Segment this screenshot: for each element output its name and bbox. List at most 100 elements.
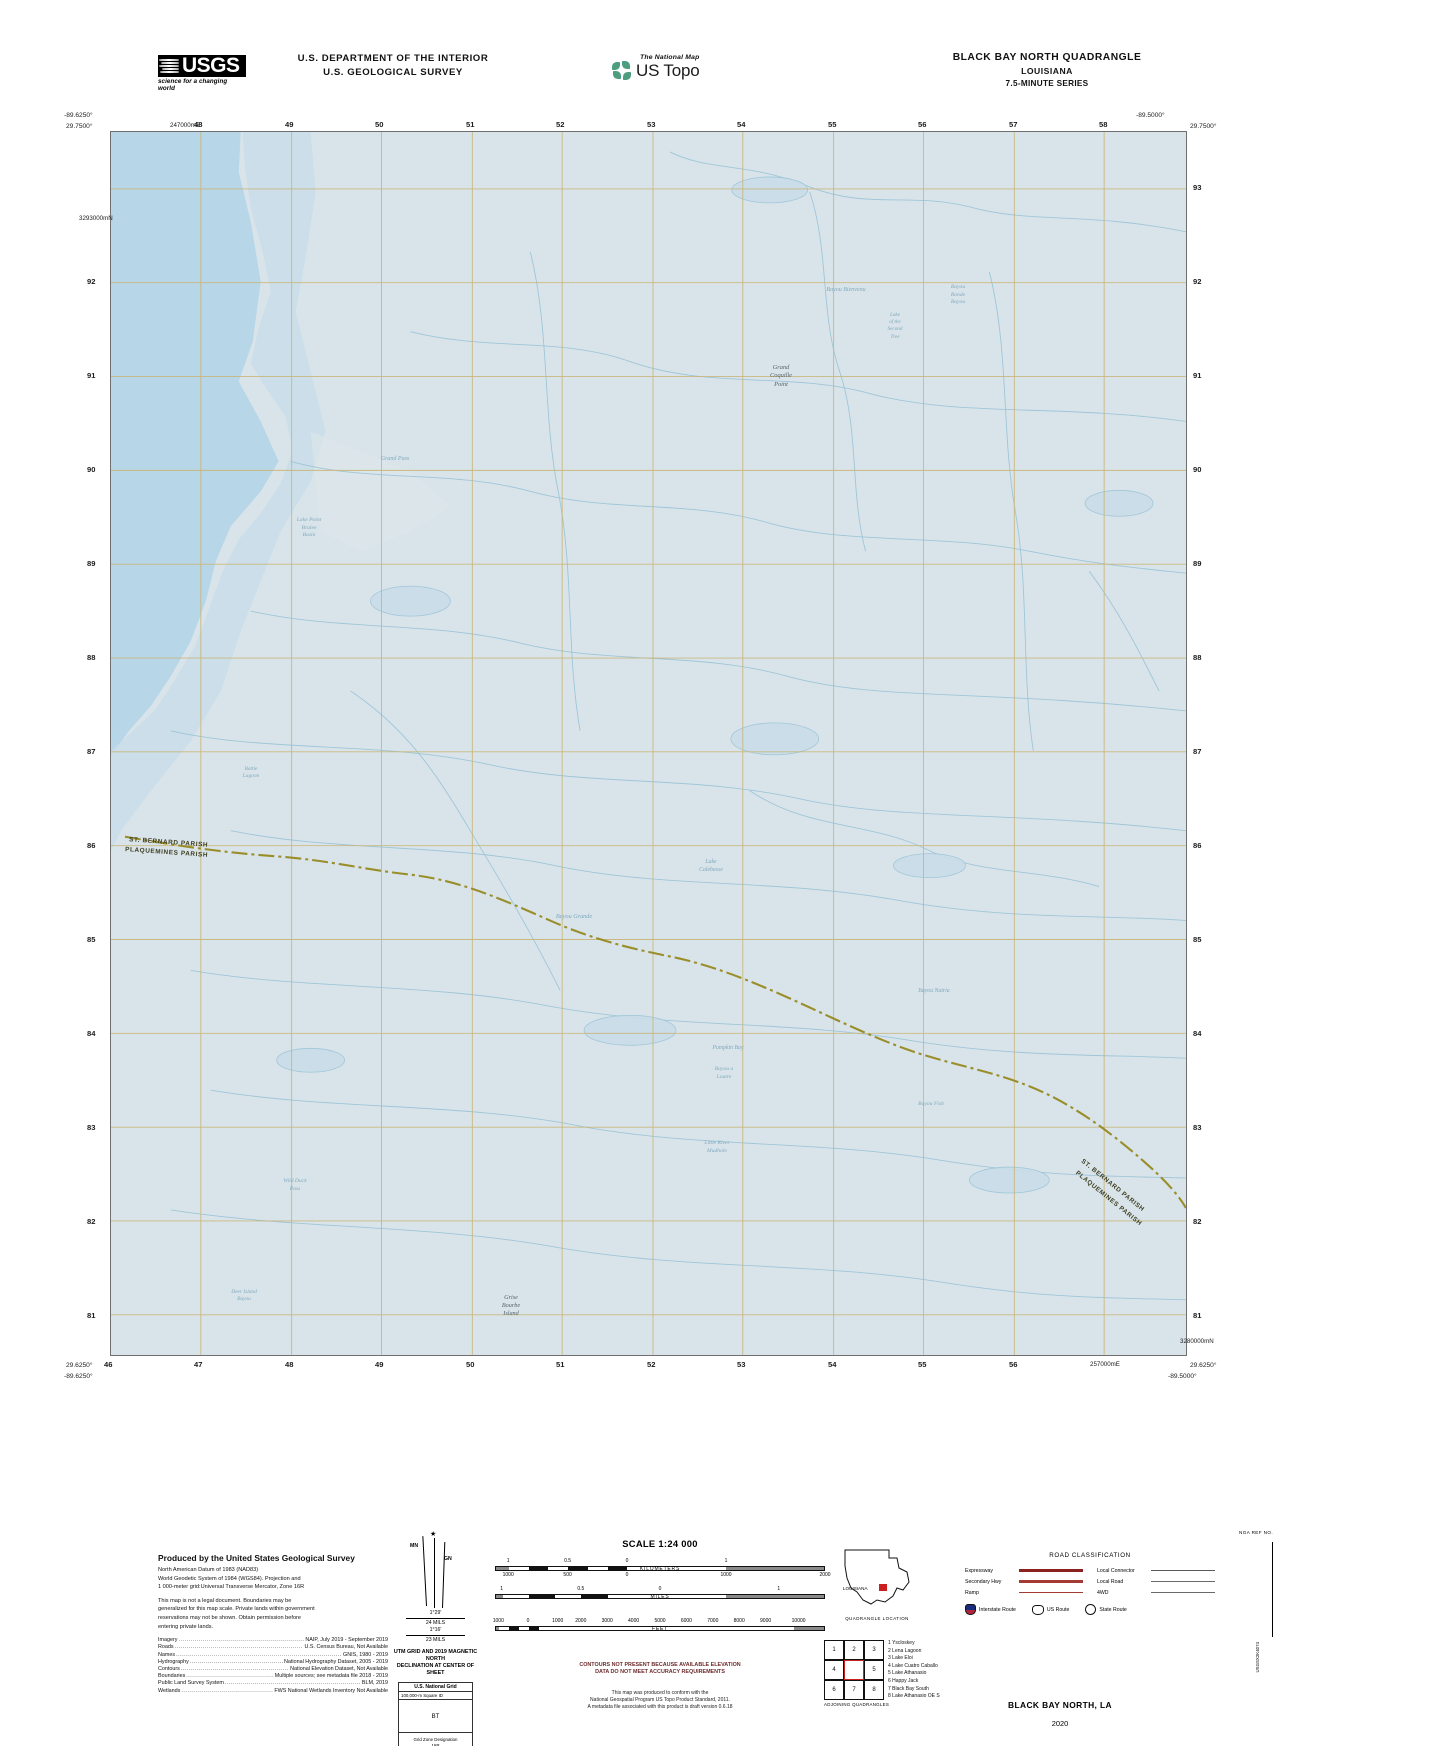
credits-source-dots: ........................................… <box>189 1658 283 1665</box>
scalebar-ft-bar <box>495 1626 825 1631</box>
adjoining-quadrangle-name: 3 Lake Eloi <box>888 1655 913 1662</box>
true-north-star-icon: ★ <box>430 1531 437 1538</box>
quadrangle-state: LOUISIANA <box>1021 66 1073 76</box>
credits-source-value: NAIP, July 2019 - September 2019 <box>305 1637 388 1644</box>
credits-source-dots: ........................................… <box>178 1637 305 1644</box>
grid-tick-left-91: 91 <box>87 371 96 380</box>
locator-caption: QUADRANGLE LOCATION <box>845 1616 909 1621</box>
credits-source-dots: ........................................… <box>174 1644 304 1651</box>
scalebar-mi-top-label: 0.5 <box>577 1586 585 1592</box>
footer-year: 2020 <box>1051 1719 1069 1728</box>
scalebar-km-top-label: 0.5 <box>564 1558 572 1564</box>
credits-source-key: Roads <box>158 1644 174 1651</box>
grid-tick-top-51: 51 <box>466 120 475 129</box>
adjoining-quadrangle-name: 6 Happy Jack <box>888 1677 919 1684</box>
road-class-right-row: Local Road <box>1097 1576 1215 1587</box>
corner-se-lon: -89.5000° <box>1168 1373 1197 1380</box>
grid-tick-right-84: 84 <box>1193 1029 1202 1038</box>
us-route-label: US Route <box>1046 1606 1070 1613</box>
grid-tick-top-56: 56 <box>918 120 927 129</box>
gn-angle: 1°16' <box>429 1627 442 1633</box>
credits-source-key: Imagery <box>158 1637 178 1644</box>
scalebar-ft-top-label: 1000 <box>492 1618 504 1624</box>
map-header: USGS science for a changing world U.S. D… <box>0 0 1445 105</box>
credits-source-row: Imagery.................................… <box>158 1637 388 1644</box>
credits-legal-line: This map is not a legal document. Bounda… <box>158 1597 292 1604</box>
locator-state-label: LOUISIANA <box>843 1586 868 1591</box>
utm-label-top-left: 247000mE <box>170 122 200 129</box>
grid-tick-right-81: 81 <box>1193 1311 1202 1320</box>
usgs-wave-icon <box>159 56 181 76</box>
scalebar-mi-unit: MILES <box>650 1593 670 1600</box>
declination-caption: UTM GRID AND 2019 MAGNETIC NORTH DECLINA… <box>388 1649 483 1677</box>
credits-source-row: Roads...................................… <box>158 1644 388 1651</box>
grid-tick-right-89: 89 <box>1193 559 1202 568</box>
quadrangle-locator: LOUISIANA QUADRANGLE LOCATION <box>832 1542 922 1621</box>
quadrangle-series: 7.5-MINUTE SERIES <box>1005 79 1089 88</box>
scalebar-ft-unit: FEET <box>652 1625 668 1632</box>
declination-caption-line-2: DECLINATION AT CENTER OF SHEET <box>396 1663 475 1676</box>
utm-label-left-north: 3293000mN <box>79 215 113 222</box>
grid-tick-left-87: 87 <box>87 747 96 756</box>
scalebar-km-bottom-label: 1000 <box>502 1572 514 1578</box>
credits-source-value: FWS National Wetlands Inventory Not Avai… <box>274 1687 388 1694</box>
grid-tick-left-89: 89 <box>87 559 96 568</box>
credits-datum-line: World Geodetic System of 1984 (WGS84). P… <box>158 1575 301 1582</box>
us-topo-pinwheel-icon <box>612 61 632 81</box>
declination-angles: 1°29' 24 MILS 1°16' 23 MILS <box>388 1610 483 1644</box>
scalebar-km-bottom-label: 500 <box>563 1572 572 1578</box>
road-class-left-row: Secondary Hwy <box>965 1576 1083 1587</box>
grid-tick-bottom-48: 48 <box>285 1360 294 1369</box>
adjoining-caption: ADJOINING QUADRANGLES <box>824 1702 890 1707</box>
credits-legal-line: generalized for this map scale. Private … <box>158 1606 315 1613</box>
scalebar-km-top-labels: 1 0.5 0 1 <box>495 1558 825 1566</box>
credits-source-value: GNIS, 1980 - 2019 <box>343 1651 388 1658</box>
contour-note: CONTOURS NOT PRESENT BECAUSE AVAILABLE E… <box>495 1662 825 1677</box>
production-note-line-1: This map was produced to conform with th… <box>611 1690 709 1696</box>
quadrangle-name: BLACK BAY NORTH QUADRANGLE <box>952 52 1142 63</box>
scalebar-ft-top-label: 8000 <box>733 1618 745 1624</box>
credits-source-dots: ........................................… <box>180 1665 289 1672</box>
grid-tick-bottom-56: 56 <box>1009 1360 1018 1369</box>
interstate-route-legend: Interstate Route <box>965 1604 1016 1615</box>
scalebar-mi-top-label: 0 <box>658 1586 662 1592</box>
grid-tick-top-58: 58 <box>1099 120 1108 129</box>
road-class-right-sample-line <box>1151 1580 1215 1583</box>
credits-source-dots: ........................................… <box>224 1680 361 1687</box>
credits-source-dots: ........................................… <box>176 1651 343 1658</box>
declination-diagram: ★ MN GN <box>388 1531 483 1610</box>
credits-source-key: Names <box>158 1651 176 1658</box>
road-class-left-label: Expressway <box>965 1567 993 1574</box>
grid-tick-bottom-49: 49 <box>375 1360 384 1369</box>
road-class-left-sample-line <box>1019 1591 1083 1594</box>
adjoining-quadrangle-name: 7 Black Bay South <box>888 1685 929 1692</box>
scalebar-ft-top-label: 5000 <box>654 1618 666 1624</box>
map-body[interactable]: Bayou Bienvenu Bayou Ronde Bayou Lake of the S… <box>110 131 1187 1356</box>
grid-tick-right-90: 90 <box>1193 465 1202 474</box>
credits-source-key: Boundaries <box>158 1673 186 1680</box>
marsh-patch-1 <box>310 431 451 552</box>
scalebar-mi-bar <box>495 1594 825 1599</box>
scalebar-km-bar <box>495 1566 825 1571</box>
grid-tick-bottom-46: 46 <box>104 1360 113 1369</box>
parish-boundary-line <box>124 835 1186 1209</box>
magnetic-north-line <box>422 1536 427 1607</box>
scalebar-ft-top-label: 2000 <box>575 1618 587 1624</box>
corner-ne-lon: -89.5000° <box>1136 112 1165 119</box>
grid-tick-right-87: 87 <box>1193 747 1202 756</box>
road-class-right-column: Local Connector Local Road 4WD <box>1097 1565 1215 1598</box>
grid-tick-bottom-50: 50 <box>466 1360 475 1369</box>
credits-source-row: Boundaries..............................… <box>158 1673 388 1680</box>
scalebar-ft-top-label: 9000 <box>760 1618 772 1624</box>
road-class-right-sample-line <box>1151 1592 1215 1593</box>
scalebar-ft-top-label: 1000 <box>552 1618 564 1624</box>
utm-label-right-south: 3280000mN <box>1180 1338 1214 1345</box>
usng-zone-value: 16R <box>431 1743 440 1746</box>
quadrangle-title-block: BLACK BAY NORTH QUADRANGLE LOUISIANA 7.5… <box>897 52 1197 88</box>
scalebar-km-bottom-labels: 1000 500 0 1000 2000 <box>495 1572 831 1580</box>
road-class-left-label: Ramp <box>965 1589 979 1596</box>
scalebar-ft-top-label: 4000 <box>628 1618 640 1624</box>
scalebar-miles: 1 0.5 0 1 MILES <box>495 1586 825 1608</box>
